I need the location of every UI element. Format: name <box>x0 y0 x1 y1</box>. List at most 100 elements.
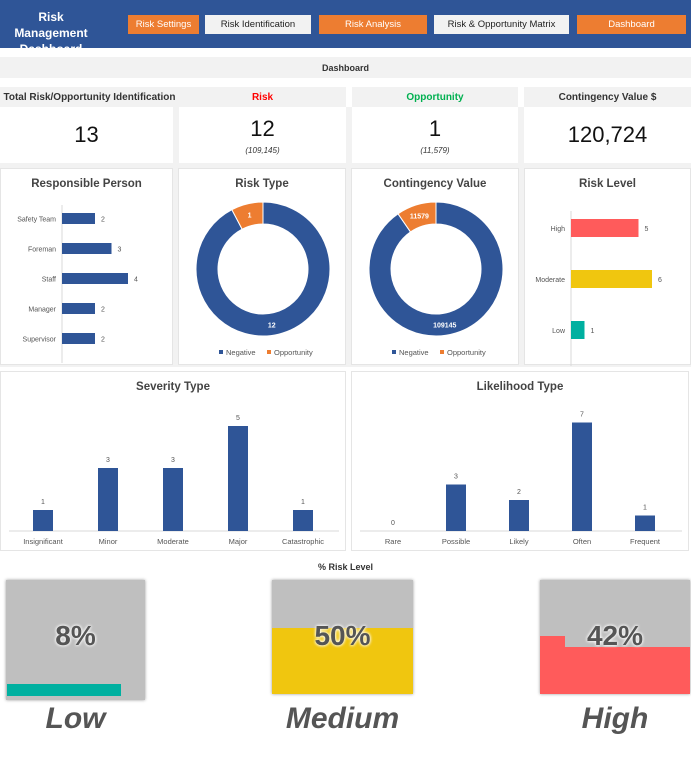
kpi-value: 120,724 <box>567 122 648 147</box>
tick-label: Moderate <box>157 537 189 546</box>
legend-swatch <box>219 350 223 354</box>
bar <box>293 510 313 531</box>
kpi-risk: 12 (109,145) <box>179 107 346 163</box>
bar <box>571 219 639 237</box>
bar <box>571 270 652 288</box>
bar <box>62 273 128 284</box>
tick-label: Rare <box>385 537 401 546</box>
gauge-percent: 50% <box>314 620 371 651</box>
gauge-fill-step <box>540 636 565 648</box>
tick-label: Major <box>229 537 248 546</box>
gauge-label: Medium <box>285 702 400 735</box>
tick-label: Insignificant <box>23 537 64 546</box>
bar <box>62 243 112 254</box>
nav-risk-analysis[interactable]: Risk Analysis <box>319 15 427 34</box>
data-label: 1 <box>301 499 305 506</box>
data-label: 2 <box>101 307 105 314</box>
data-label: 2 <box>101 337 105 344</box>
chart-title: Responsible Person <box>31 178 142 190</box>
tick-label: Likely <box>509 537 528 546</box>
gauge-fill <box>7 684 121 696</box>
kpi-label-opportunity: Opportunity <box>352 87 518 107</box>
gauge-label: Low <box>45 702 106 735</box>
data-label: 7 <box>580 412 584 419</box>
kpi-label-contingency: Contingency Value $ <box>524 87 691 107</box>
tick-label: Low <box>552 328 566 335</box>
kpi-opportunity: 1 (11,579) <box>352 107 518 163</box>
data-label: 109145 <box>433 322 456 329</box>
app-title: Risk Management Dashboard <box>14 10 88 56</box>
gauge-label: High <box>581 702 649 735</box>
bar <box>33 510 53 531</box>
tick-label: Catastrophic <box>282 537 324 546</box>
kpi-value: 13 <box>74 122 99 147</box>
data-label: 12 <box>268 322 276 329</box>
risk-gauge-medium: 50% <box>272 580 413 694</box>
tick-label: High <box>551 226 566 233</box>
risk-gauge-high: 42% <box>540 580 690 694</box>
donut-slice <box>195 201 331 337</box>
gauge-fill <box>540 647 690 694</box>
data-label: 3 <box>454 474 458 481</box>
chart-responsible-person: Responsible Person Safety Team 2 Foreman 3 St… <box>0 168 173 365</box>
donut-slice <box>368 201 504 337</box>
tick-label: Minor <box>99 537 118 546</box>
bar <box>62 303 95 314</box>
risk-level-title: % Risk Level <box>317 562 374 572</box>
data-label: 2 <box>101 217 105 224</box>
legend-entry: Opportunity <box>274 348 313 357</box>
gauge-percent: 8% <box>55 620 96 651</box>
chart-risk-level: Risk Level High 5 Moderate 6 Low 1 <box>524 168 691 372</box>
tick-label: Staff <box>42 277 56 284</box>
kpi-value: 12 <box>250 115 275 141</box>
data-label: 1 <box>41 499 45 506</box>
chart-title: Likelihood Type <box>476 381 564 393</box>
legend-swatch <box>267 350 271 354</box>
legend-entry: Negative <box>399 348 429 357</box>
data-label: 2 <box>517 489 521 496</box>
chart-title: Severity Type <box>136 381 210 393</box>
donut-slice <box>397 201 437 233</box>
chart-risk-type: Risk Type 12 1 Negative Opportunity <box>178 168 346 365</box>
gauge-percent: 42% <box>586 620 644 651</box>
data-label: 3 <box>171 457 175 464</box>
data-label: 1 <box>248 213 252 220</box>
risk-gauge-low: 8% <box>6 580 145 700</box>
nav-risk-identification[interactable]: Risk Identification <box>205 15 311 34</box>
chart-severity-type: Severity Type 1 Insignificant 3 Minor 3 Modera… <box>0 371 346 551</box>
bar <box>228 426 248 531</box>
legend-swatch <box>440 350 444 354</box>
bar <box>163 468 183 531</box>
kpi-sub: (11,579) <box>420 145 450 155</box>
data-label: 4 <box>134 277 138 284</box>
legend-swatch <box>392 350 396 354</box>
chart-contingency-value: Contingency Value 109145 11579 Negative Oppo… <box>351 168 519 365</box>
nav-risk-settings[interactable]: Risk Settings <box>128 15 199 34</box>
tick-label: Supervisor <box>23 337 57 344</box>
data-label: 11579 <box>410 214 429 221</box>
data-label: 6 <box>658 277 662 284</box>
chart-title: Contingency Value <box>383 178 487 190</box>
bar <box>62 333 95 344</box>
kpi-label-total: Total Risk/Opportunity Identification <box>0 87 179 107</box>
bar <box>446 484 466 531</box>
legend-entry: Negative <box>226 348 256 357</box>
tick-label: Safety Team <box>17 217 56 224</box>
bar <box>62 213 95 224</box>
section-title: Dashboard <box>0 57 691 78</box>
data-label: 1 <box>591 328 595 335</box>
nav-dashboard[interactable]: Dashboard <box>577 15 686 34</box>
nav-risk-opportunity-matrix[interactable]: Risk & Opportunity Matrix <box>434 15 569 34</box>
chart-title: Risk Type <box>235 178 289 190</box>
kpi-total: 13 <box>0 107 173 163</box>
legend-entry: Opportunity <box>447 348 486 357</box>
kpi-label-risk: Risk <box>179 87 346 107</box>
data-label: 3 <box>118 247 122 254</box>
chart-likelihood-type: Likelihood Type 0 Rare 3 Possible 2 Likely 7 Oft… <box>351 371 689 551</box>
tick-label: Foreman <box>28 247 56 254</box>
tick-label: Frequent <box>630 537 661 546</box>
bar <box>635 515 655 531</box>
bar <box>571 321 585 339</box>
bar <box>509 500 529 531</box>
data-label: 5 <box>645 226 649 233</box>
